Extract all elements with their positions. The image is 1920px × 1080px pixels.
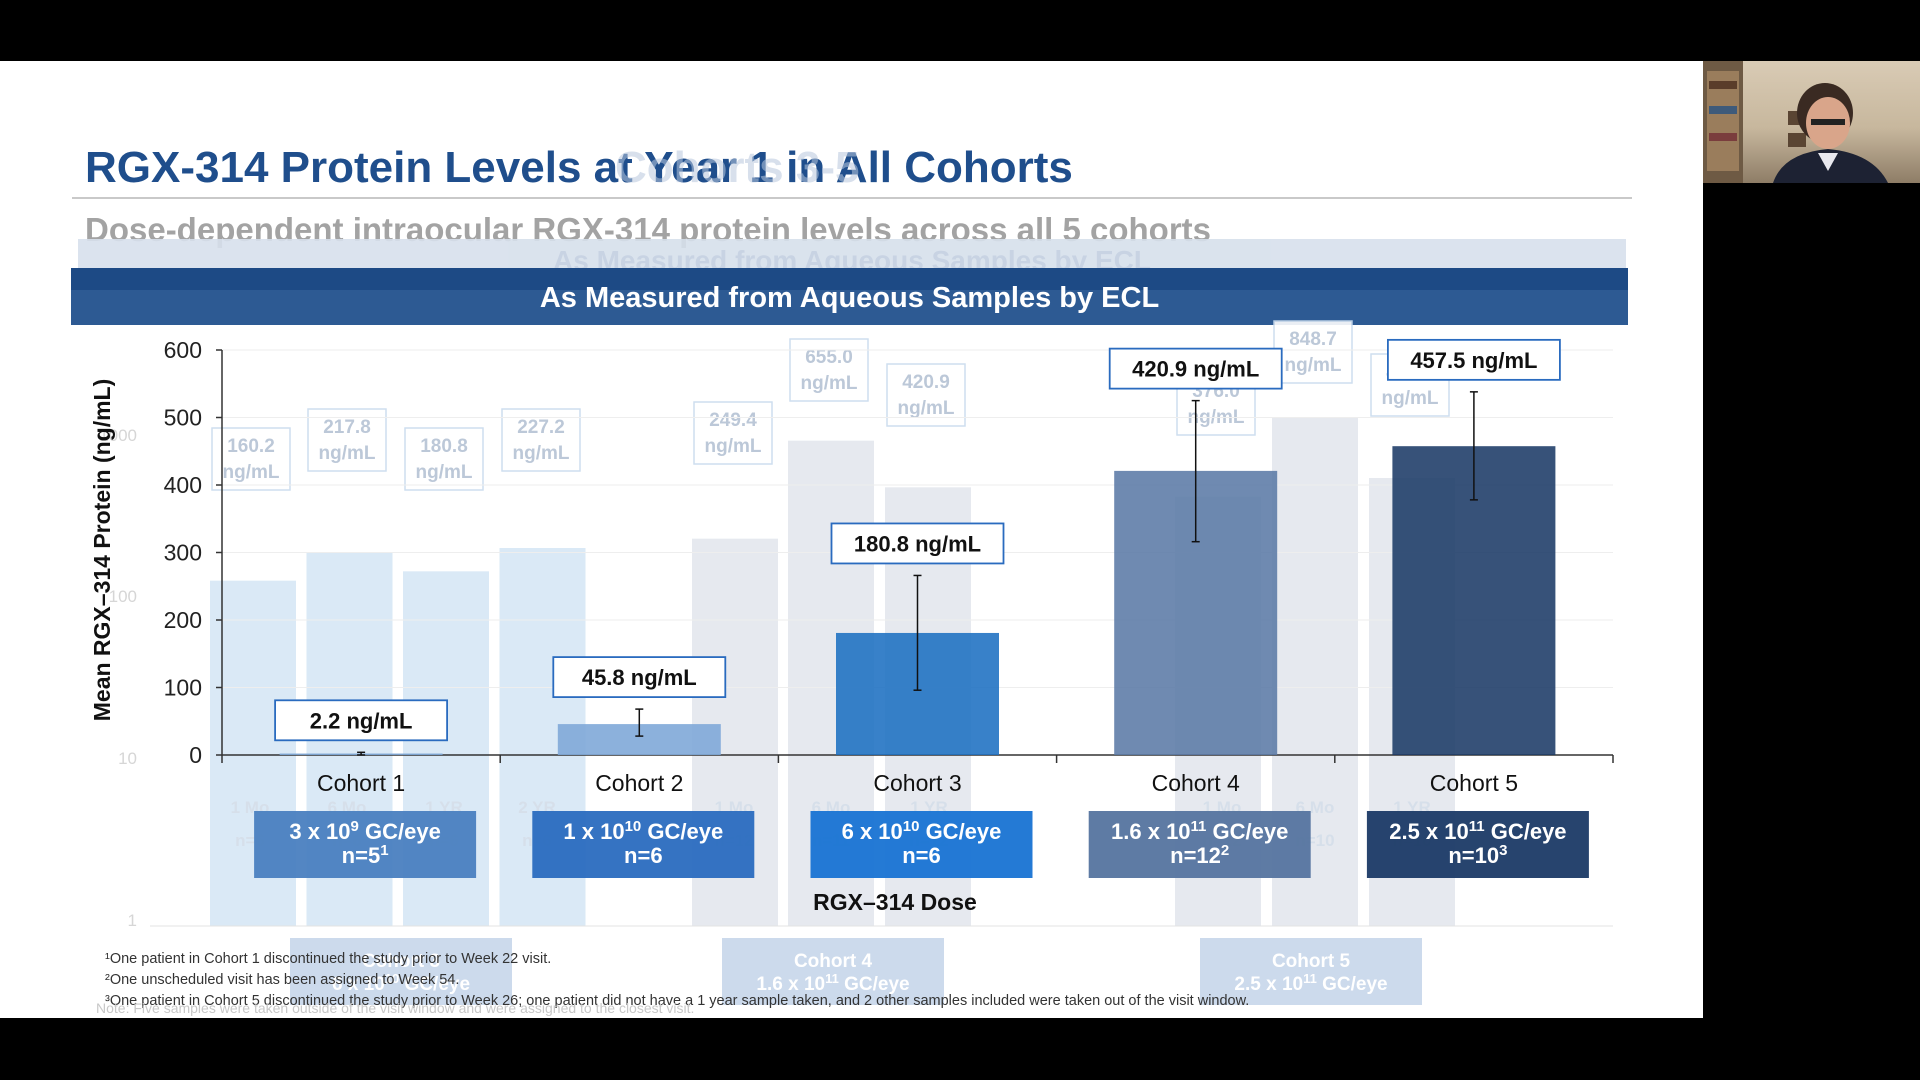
category-label: Cohort 2 [595, 770, 683, 796]
ghost-value-label: 217.8 [323, 417, 371, 438]
footnote-1: ¹One patient in Cohort 1 discontinued th… [105, 951, 552, 967]
header-band: As Measured from Aqueous Samples by ECL [71, 268, 1628, 325]
footnote-3: ³One patient in Cohort 5 discontinued th… [105, 993, 1250, 1009]
ghost-cohort-title: Cohort 5 [1272, 951, 1351, 972]
ghost-value-box [307, 408, 387, 472]
dose-box [254, 811, 477, 878]
dose-label: 2.5 x 1011 GC/eye [1389, 818, 1566, 844]
value-label-box [274, 699, 449, 742]
ghost-y-tick: 1 [128, 911, 137, 930]
dose-box [1366, 811, 1589, 878]
dose-label: 1 x 1010 GC/eye [563, 818, 723, 844]
value-label: 420.9 ng/mL [1132, 357, 1259, 382]
ghost-cohort-box [1200, 938, 1422, 1005]
dose-n-label: n=51 [342, 842, 389, 868]
dose-label: 3 x 109 GC/eye [289, 818, 440, 844]
ghost-value-box [693, 401, 773, 465]
dose-box [1088, 811, 1311, 878]
ghost-value-unit: ng/mL [513, 443, 570, 464]
value-label-box [1387, 338, 1561, 381]
ghost-value-label: 848.7 [1289, 329, 1337, 350]
y-tick-label: 600 [164, 337, 202, 363]
ghost-value-unit: ng/mL [223, 462, 280, 483]
value-label: 2.2 ng/mL [310, 708, 413, 733]
dose-box [532, 811, 755, 878]
y-tick-label: 100 [164, 675, 202, 701]
dose-n-label: n=122 [1170, 842, 1229, 868]
ghost-y-tick: 100 [109, 587, 137, 606]
value-label: 45.8 ng/mL [582, 665, 697, 690]
bar-chart: 160.2 ng/mL 217.8 ng/mL 180.8 ng/mL 227.2 ng/mL… [89, 320, 1614, 1005]
ghost-cohort-dose: 2.5 x 1011 GC/eye [1234, 971, 1387, 995]
ghost-value-unit: ng/mL [319, 443, 376, 464]
value-label: 457.5 ng/mL [1410, 348, 1537, 373]
ghost-cohort-dose: 6 x 1010 GC/eye [332, 971, 470, 995]
ghost-value-unit: ng/mL [1285, 355, 1342, 376]
y-tick-label: 300 [164, 540, 202, 566]
dose-label: 6 x 1010 GC/eye [842, 818, 1002, 844]
dose-n-label: n=6 [624, 843, 663, 868]
value-label-box [1108, 347, 1283, 390]
category-label: Cohort 1 [317, 770, 405, 796]
ghost-y-tick: 1000 [99, 426, 137, 445]
dose-n-label: n=103 [1448, 842, 1507, 868]
ghost-value-box [1273, 320, 1353, 384]
y-tick-label: 0 [189, 742, 202, 768]
ghost-value-box [501, 408, 581, 472]
dose-n-label: n=6 [902, 843, 941, 868]
presenter-webcam [1703, 61, 1920, 183]
ghost-value-unit: ng/mL [801, 373, 858, 394]
ghost-value-label: 227.2 [517, 417, 565, 438]
header-band-text: As Measured from Aqueous Samples by ECL [539, 282, 1160, 314]
y-tick-label: 200 [164, 607, 202, 633]
ghost-value-label: 655.0 [805, 347, 853, 368]
footnote-2: ²One unscheduled visit has been assigned… [105, 972, 460, 988]
ghost-value-unit: ng/mL [1382, 388, 1439, 409]
footnote-ghost: Note: Five samples were taken outside of… [96, 1000, 695, 1016]
category-label: Cohort 5 [1430, 770, 1518, 796]
ghost-value-box [886, 363, 966, 427]
x-axis-title: RGX–314 Dose [813, 889, 977, 915]
slide-title-ghost: Cohorts 3-5 [615, 143, 860, 192]
category-label: Cohort 3 [873, 770, 961, 796]
ghost-y-tick: 10 [118, 749, 137, 768]
ghost-value-unit: ng/mL [705, 436, 762, 457]
ghost-value-box [211, 427, 291, 491]
ghost-cohort-box [722, 938, 944, 1005]
presenter-video-icon [1703, 61, 1888, 183]
y-axis-title: Mean RGX–314 Protein (ng/mL) [89, 379, 115, 722]
ghost-value-label: 249.4 [709, 410, 757, 431]
title-divider [72, 197, 1632, 199]
footnotes: ¹One patient in Cohort 1 discontinued th… [105, 949, 1249, 1012]
dose-box [810, 811, 1033, 878]
ghost-value-box [404, 427, 484, 491]
ghost-cohort-title: Cohort 4 [794, 951, 873, 972]
y-tick-label: 500 [164, 405, 202, 431]
category-label: Cohort 4 [1152, 770, 1240, 796]
ghost-value-label: 420.9 [902, 372, 950, 393]
value-label-box [552, 656, 727, 698]
ghost-value-unit: ng/mL [898, 398, 955, 419]
ghost-cohort-dose: 1.6 x 1011 GC/eye [756, 971, 909, 995]
value-label-box [830, 522, 1005, 565]
ghost-value-unit: ng/mL [416, 462, 473, 483]
ghost-cohort-box [290, 938, 512, 1005]
y-tick-label: 400 [164, 472, 202, 498]
ghost-value-label: 160.2 [227, 436, 275, 457]
ghost-value-label: 180.8 [420, 436, 468, 457]
ghost-cohort-title: Cohort 3 [362, 951, 440, 972]
slide-title: RGX-314 Protein Levels at Year 1 in All … [85, 143, 1073, 192]
value-label: 180.8 ng/mL [854, 531, 981, 556]
ghost-value-box [789, 338, 869, 402]
presentation-slide: RGX-314 Protein Levels at Year 1 in All … [0, 61, 1703, 1018]
dose-label: 1.6 x 1011 GC/eye [1111, 818, 1288, 844]
